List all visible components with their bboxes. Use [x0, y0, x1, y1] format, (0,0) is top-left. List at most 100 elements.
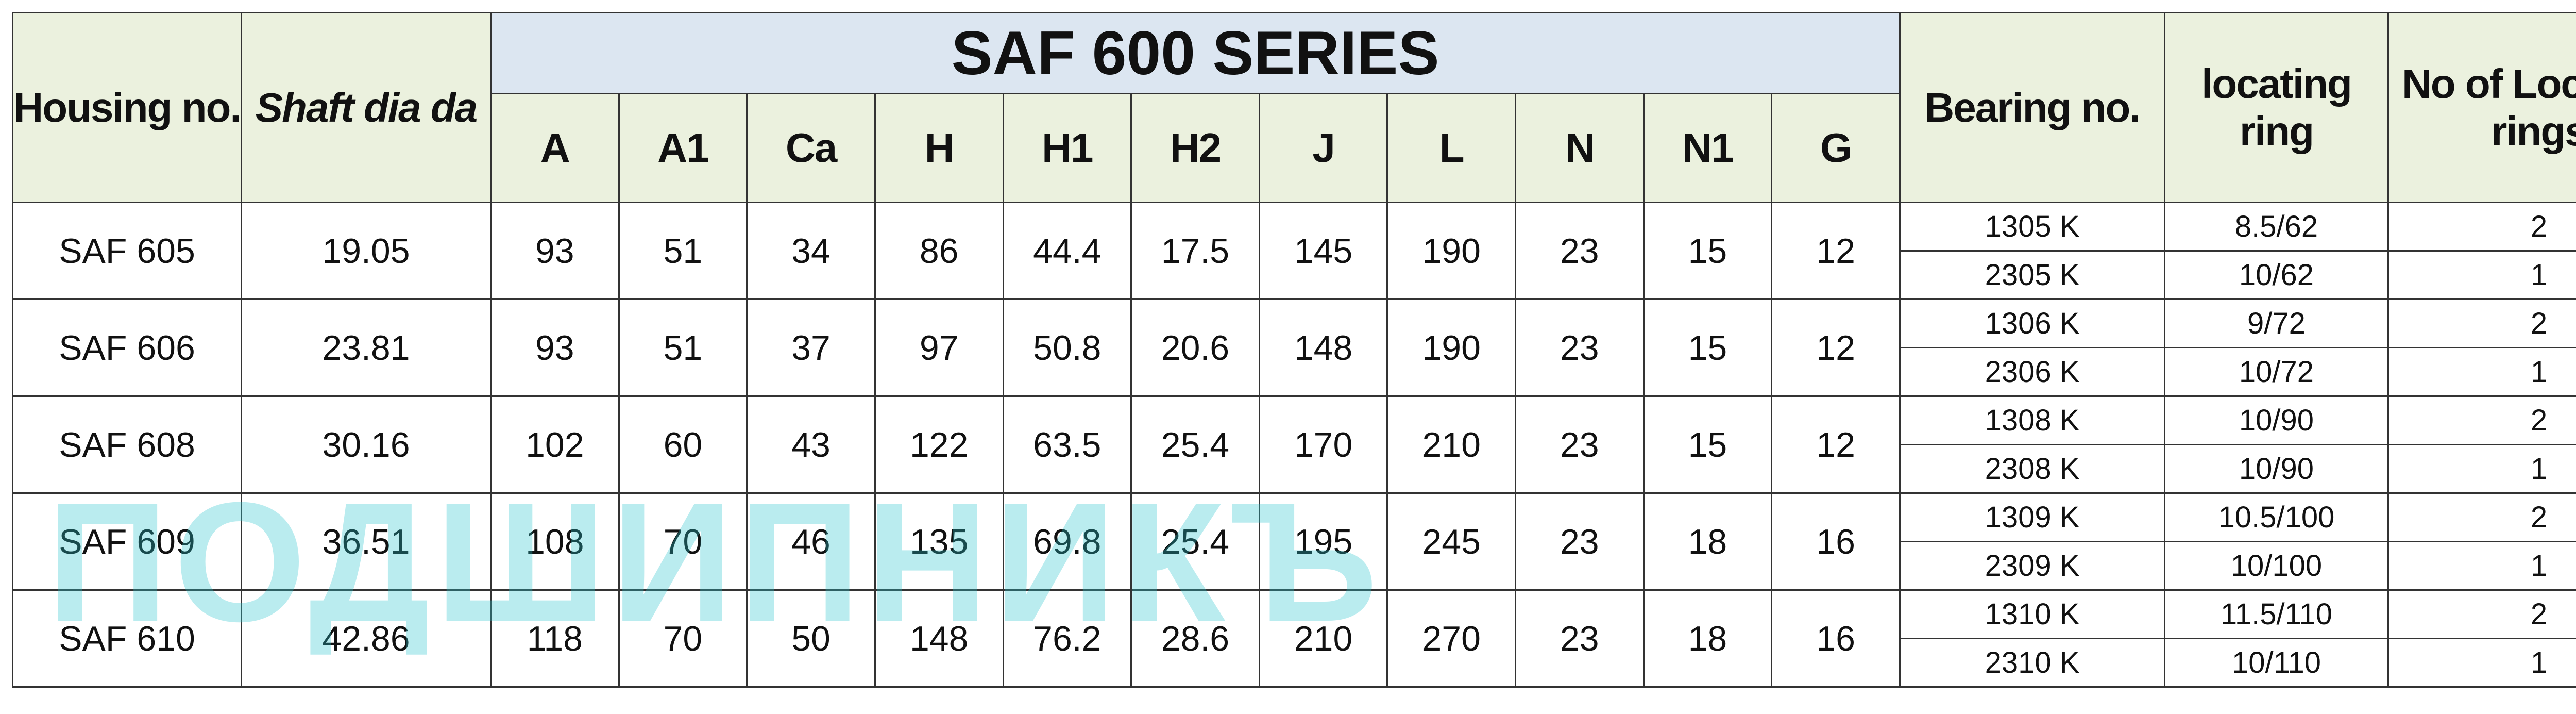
count-cell: 1: [2387, 250, 2576, 300]
dim-cell: 12: [1771, 202, 1901, 300]
housing-cell: SAF 610: [12, 589, 242, 688]
dim-cell: 93: [490, 202, 620, 300]
count-cell: 1: [2387, 638, 2576, 688]
dim-cell: 18: [1642, 492, 1773, 591]
dim-cell: 51: [618, 298, 748, 397]
ring-cell: 10.5/100: [2163, 492, 2389, 542]
ring-cell: 9/72: [2163, 298, 2389, 348]
housing-cell: SAF 606: [12, 298, 242, 397]
count-cell: 2: [2387, 202, 2576, 252]
bearing-cell: 2308 K: [1899, 444, 2165, 494]
dim-cell: 76.2: [1002, 589, 1132, 688]
dim-cell: 50: [746, 589, 876, 688]
table-row: 2305 K 10/62 1: [13, 250, 2576, 300]
dim-cell: 93: [490, 298, 620, 397]
ring-cell: 10/90: [2163, 444, 2389, 494]
table-row: SAF 610 42.86 118 70 50 148 76.2 28.6 210 270 23 18…: [12, 589, 2576, 688]
header-cell: locating ring: [2163, 12, 2389, 203]
dim-cell: 16: [1771, 492, 1901, 591]
bearing-cell: 2305 K: [1899, 250, 2165, 300]
shaft-cell: 30.16: [241, 395, 492, 494]
bearing-cell: 1306 K: [1899, 298, 2165, 348]
dim-header: L: [1386, 93, 1516, 203]
ring-cell: 10/100: [2163, 541, 2389, 591]
dim-header: N: [1515, 93, 1645, 203]
dim-cell: 20.6: [1130, 298, 1260, 397]
dim-header: G: [1771, 93, 1901, 203]
dim-cell: 148: [874, 589, 1004, 688]
dim-cell: 70: [618, 492, 748, 591]
count-cell: 2: [2387, 492, 2576, 542]
dim-header: N1: [1642, 93, 1773, 203]
dim-cell: 210: [1258, 589, 1388, 688]
dim-cell: 28.6: [1130, 589, 1260, 688]
dim-cell: 97: [874, 298, 1004, 397]
dim-cell: 15: [1642, 202, 1773, 300]
dim-cell: 86: [874, 202, 1004, 300]
dim-header: A1: [618, 93, 748, 203]
dim-cell: 50.8: [1002, 298, 1132, 397]
table-row: SAF 606 23.81 93 51 37 97 50.8 20.6 148 190 23 15 12…: [12, 298, 2576, 397]
dim-cell: 118: [490, 589, 620, 688]
table-row: SAF 608 30.16 102 60 43 122 63.5 25.4 170 210 23 15…: [12, 395, 2576, 494]
table-row: 2309 K 10/100 1: [13, 541, 2576, 591]
dim-cell: 51: [618, 202, 748, 300]
dim-header: H1: [1002, 93, 1132, 203]
bearing-cell: 1308 K: [1899, 395, 2165, 445]
shaft-cell: 36.51: [241, 492, 492, 591]
table-row: 2310 K 10/110 1: [13, 638, 2576, 688]
dim-header: Ca: [746, 93, 876, 203]
count-cell: 1: [2387, 444, 2576, 494]
table-row: SAF 609 36.51 108 70 46 135 69.8 25.4 195 245 23 18…: [12, 492, 2576, 591]
bearing-cell: 1309 K: [1899, 492, 2165, 542]
header-cell: Bearing no.: [1899, 12, 2165, 203]
dim-cell: 23: [1515, 589, 1645, 688]
header-row: A A1 Ca H H1 H2 J L N N1 G: [13, 93, 2576, 203]
ring-cell: 11.5/110: [2163, 589, 2389, 639]
dim-cell: 69.8: [1002, 492, 1132, 591]
dim-cell: 270: [1386, 589, 1516, 688]
count-cell: 2: [2387, 298, 2576, 348]
count-cell: 2: [2387, 395, 2576, 445]
dim-cell: 145: [1258, 202, 1388, 300]
dim-cell: 148: [1258, 298, 1388, 397]
bearing-cell: 1310 K: [1899, 589, 2165, 639]
header-row: Housing no. Shaft dia da SAF 600 SERIES Bea…: [12, 12, 2576, 203]
shaft-cell: 42.86: [241, 589, 492, 688]
dim-cell: 12: [1771, 298, 1901, 397]
dim-cell: 15: [1642, 298, 1773, 397]
ring-cell: 8.5/62: [2163, 202, 2389, 252]
dim-header: J: [1258, 93, 1388, 203]
dim-cell: 44.4: [1002, 202, 1132, 300]
dim-cell: 245: [1386, 492, 1516, 591]
housing-cell: SAF 608: [12, 395, 242, 494]
dim-header: H: [874, 93, 1004, 203]
dim-cell: 195: [1258, 492, 1388, 591]
dim-cell: 170: [1258, 395, 1388, 494]
dim-cell: 25.4: [1130, 492, 1260, 591]
dim-cell: 23: [1515, 395, 1645, 494]
ring-cell: 10/110: [2163, 638, 2389, 688]
housing-cell: SAF 609: [12, 492, 242, 591]
dim-cell: 15: [1642, 395, 1773, 494]
table-row: 2306 K 10/72 1: [13, 347, 2576, 397]
table-row: SAF 605 19.05 93 51 34 86 44.4 17.5 145 190 23 15 12…: [12, 202, 2576, 300]
dim-cell: 12: [1771, 395, 1901, 494]
dim-cell: 190: [1386, 298, 1516, 397]
dim-header: H2: [1130, 93, 1260, 203]
header-cell: Shaft dia da: [241, 12, 492, 203]
dim-cell: 34: [746, 202, 876, 300]
dim-cell: 210: [1386, 395, 1516, 494]
dim-cell: 25.4: [1130, 395, 1260, 494]
dim-cell: 63.5: [1002, 395, 1132, 494]
table-row: 2308 K 10/90 1: [13, 444, 2576, 494]
header-cell: No of Locating rings: [2387, 12, 2576, 203]
dim-cell: 135: [874, 492, 1004, 591]
dim-cell: 37: [746, 298, 876, 397]
spec-table: Housing no. Shaft dia da SAF 600 SERIES Bea…: [12, 12, 2576, 688]
ring-cell: 10/90: [2163, 395, 2389, 445]
ring-cell: 10/62: [2163, 250, 2389, 300]
dim-cell: 23: [1515, 202, 1645, 300]
dim-cell: 43: [746, 395, 876, 494]
